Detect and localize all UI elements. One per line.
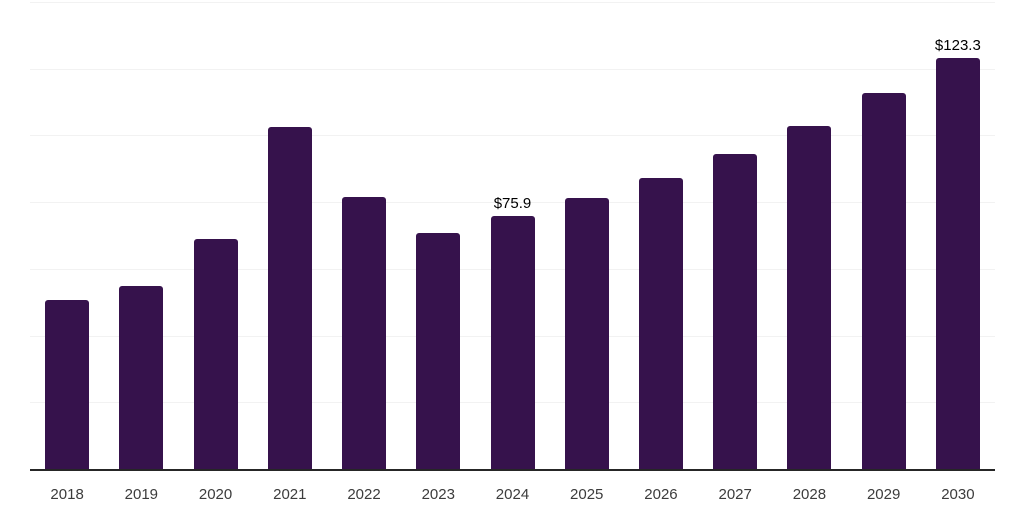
- x-tick-label-2021: 2021: [273, 486, 307, 503]
- x-tick-label-2030: 2030: [941, 486, 975, 503]
- x-tick-label-2019: 2019: [124, 486, 159, 503]
- x-tick-label-2020: 2020: [198, 486, 233, 503]
- bar-2024: [490, 216, 535, 470]
- bar-2029: [861, 93, 906, 470]
- x-tick-label-2029: 2029: [866, 486, 901, 503]
- bar-2018: [45, 299, 90, 470]
- bar-2020: [193, 239, 238, 470]
- gridline-140: [30, 2, 995, 3]
- x-tick-label-2024: 2024: [495, 486, 530, 503]
- bar-2028: [787, 125, 832, 470]
- data-label-2024: $75.9: [493, 195, 532, 213]
- bar-2022: [342, 196, 387, 470]
- x-tick-label-2028: 2028: [792, 486, 827, 503]
- x-tick-label-2027: 2027: [718, 486, 752, 503]
- bar-2025: [564, 198, 609, 470]
- x-axis-line: [30, 469, 995, 471]
- data-label-2030: $123.3: [934, 37, 981, 55]
- x-tick-label-2026: 2026: [644, 486, 678, 503]
- x-tick-label-2023: 2023: [421, 486, 455, 503]
- x-tick-label-2018: 2018: [50, 486, 84, 503]
- bar-2023: [416, 232, 461, 470]
- bar-2019: [119, 285, 164, 470]
- gridline-120: [30, 68, 995, 70]
- bar-2030: [935, 58, 980, 470]
- x-tick-label-2022: 2022: [347, 486, 381, 503]
- bar-2026: [638, 177, 683, 470]
- bar-2021: [267, 126, 312, 470]
- bar-2027: [713, 153, 758, 470]
- gridline-80: [30, 202, 995, 204]
- x-tick-label-2025: 2025: [570, 486, 604, 503]
- gridline-100: [30, 135, 995, 137]
